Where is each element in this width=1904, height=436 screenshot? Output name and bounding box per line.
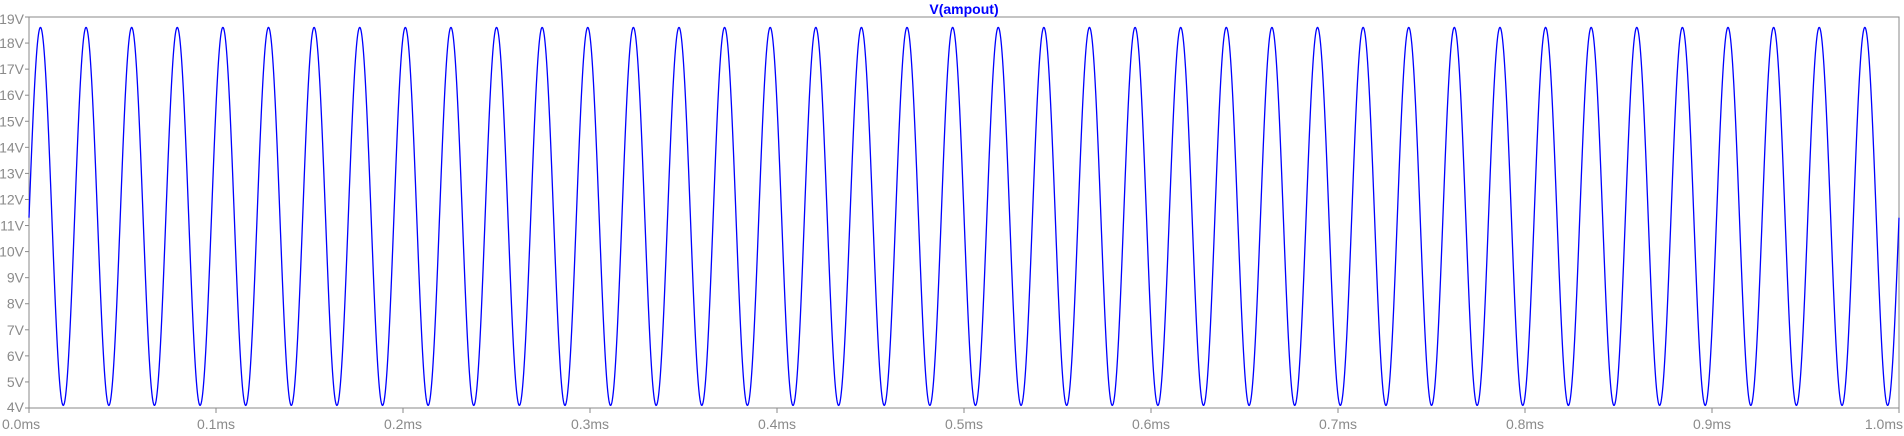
y-tick-label: 4V	[7, 399, 25, 415]
y-tick-label: 18V	[0, 35, 25, 51]
x-tick-label: 0.8ms	[1506, 416, 1544, 432]
x-tick-label: 0.9ms	[1693, 416, 1731, 432]
y-tick-label: 13V	[0, 165, 25, 181]
y-tick-label: 11V	[0, 218, 25, 234]
x-tick-label: 0.6ms	[1132, 416, 1170, 432]
x-tick-label: 0.7ms	[1319, 416, 1357, 432]
x-tick-label: 1.0ms	[1865, 416, 1903, 432]
y-tick-label: 6V	[7, 348, 25, 364]
y-tick-label: 15V	[0, 113, 25, 129]
y-tick-label: 5V	[7, 374, 25, 390]
y-axis: 4V 5V 6V 7V 8V 9V 10V 11V 12V 13V 14V 15V 16V 17V 18V 1…	[0, 11, 29, 415]
x-tick-label: 0.0ms	[2, 416, 40, 432]
y-tick-label: 16V	[0, 87, 25, 103]
y-tick-label: 14V	[0, 139, 25, 155]
x-tick-label: 0.4ms	[758, 416, 796, 432]
y-tick-label: 9V	[7, 270, 25, 286]
y-tick-label: 8V	[7, 296, 25, 312]
x-tick-label: 0.5ms	[945, 416, 983, 432]
trace-v-ampout	[28, 26, 1900, 407]
y-tick-label: 12V	[0, 191, 25, 207]
x-tick-label: 0.3ms	[571, 416, 609, 432]
x-tick-label: 0.2ms	[384, 416, 422, 432]
x-tick-label: 0.1ms	[197, 416, 235, 432]
y-tick-label: 19V	[0, 11, 25, 27]
trace-title[interactable]: V(ampout)	[929, 1, 998, 17]
y-tick-label: 10V	[0, 244, 25, 260]
y-tick-label: 17V	[0, 61, 25, 77]
y-tick-label: 7V	[7, 322, 25, 338]
x-axis: 0.0ms 0.1ms 0.2ms 0.3ms 0.4ms 0.5ms 0.6ms 0.7ms…	[2, 408, 1903, 432]
